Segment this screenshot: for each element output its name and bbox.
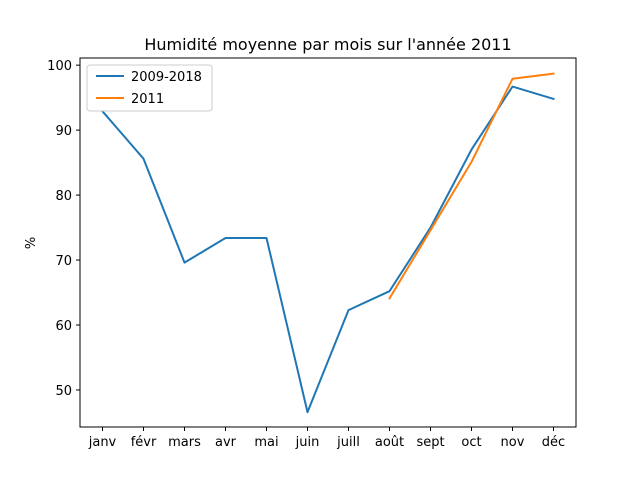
- y-axis-label: %: [24, 237, 39, 249]
- x-tick-label: janv: [88, 435, 117, 450]
- x-tick-label: mars: [168, 435, 201, 450]
- x-tick-label: sept: [416, 435, 444, 450]
- legend-label-1: 2009-2018: [131, 70, 202, 85]
- plot-frame: [79, 57, 577, 428]
- legend-label-2: 2011: [131, 92, 164, 107]
- x-tick-label: mai: [254, 435, 278, 450]
- y-tick-label: 70: [55, 254, 72, 269]
- chart-title: Humidité moyenne par mois sur l'année 20…: [144, 35, 511, 54]
- y-tick-label: 80: [55, 189, 72, 204]
- x-tick-label: déc: [542, 435, 565, 450]
- x-tick-label: avr: [215, 435, 237, 450]
- x-tick-label: juin: [295, 435, 320, 450]
- x-tick-label: juill: [336, 435, 360, 450]
- y-tick-label: 50: [55, 384, 72, 399]
- y-tick-label: 100: [47, 59, 72, 74]
- x-tick-label: août: [375, 435, 404, 450]
- x-tick-label: nov: [501, 435, 525, 450]
- series-line-2: [388, 72, 555, 300]
- series-line-1: [101, 85, 555, 414]
- y-tick-label: 60: [55, 319, 72, 334]
- x-tick-label: oct: [461, 435, 481, 450]
- y-tick-label: 90: [55, 124, 72, 139]
- x-tick-label: févr: [131, 435, 157, 450]
